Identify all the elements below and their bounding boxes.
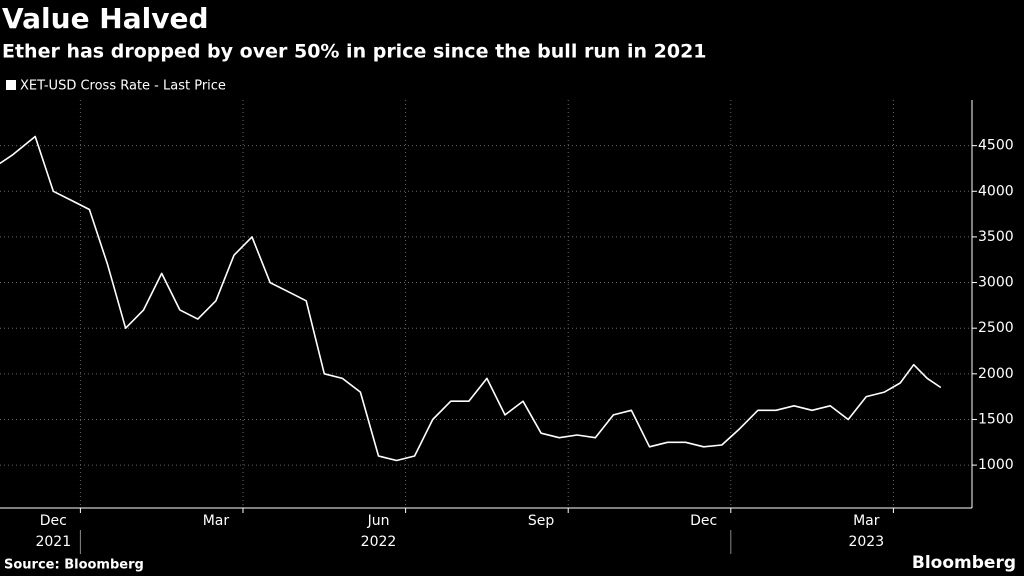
x-tick-label: Dec bbox=[690, 513, 717, 529]
legend-swatch bbox=[6, 80, 16, 90]
x-tick-label: Jun bbox=[367, 513, 390, 529]
y-tick-label: 2000 bbox=[978, 366, 1014, 382]
year-label: 2023 bbox=[848, 534, 884, 550]
x-tick-label: Mar bbox=[853, 513, 880, 529]
y-tick-label: 4000 bbox=[978, 183, 1014, 199]
y-tick-label: 4500 bbox=[978, 138, 1014, 154]
year-label: 2021 bbox=[35, 534, 71, 550]
price-line bbox=[0, 135, 942, 462]
year-label: 2022 bbox=[361, 534, 397, 550]
chart-subtitle: Ether has dropped by over 50% in price s… bbox=[2, 41, 707, 63]
x-tick-label: Sep bbox=[528, 513, 555, 529]
y-tick-label: 3000 bbox=[978, 275, 1014, 291]
x-tick-label: Dec bbox=[40, 513, 67, 529]
legend-label: XET-USD Cross Rate - Last Price bbox=[20, 79, 226, 94]
y-tick-label: 2500 bbox=[978, 320, 1014, 336]
chart-title: Value Halved bbox=[2, 2, 209, 35]
y-tick-label: 3500 bbox=[978, 229, 1014, 245]
y-tick-label: 1500 bbox=[978, 411, 1014, 427]
x-tick-label: Mar bbox=[203, 513, 230, 529]
source: Source: Bloomberg bbox=[4, 558, 144, 573]
y-tick-label: 1000 bbox=[978, 457, 1014, 473]
brand: Bloomberg bbox=[912, 553, 1016, 573]
